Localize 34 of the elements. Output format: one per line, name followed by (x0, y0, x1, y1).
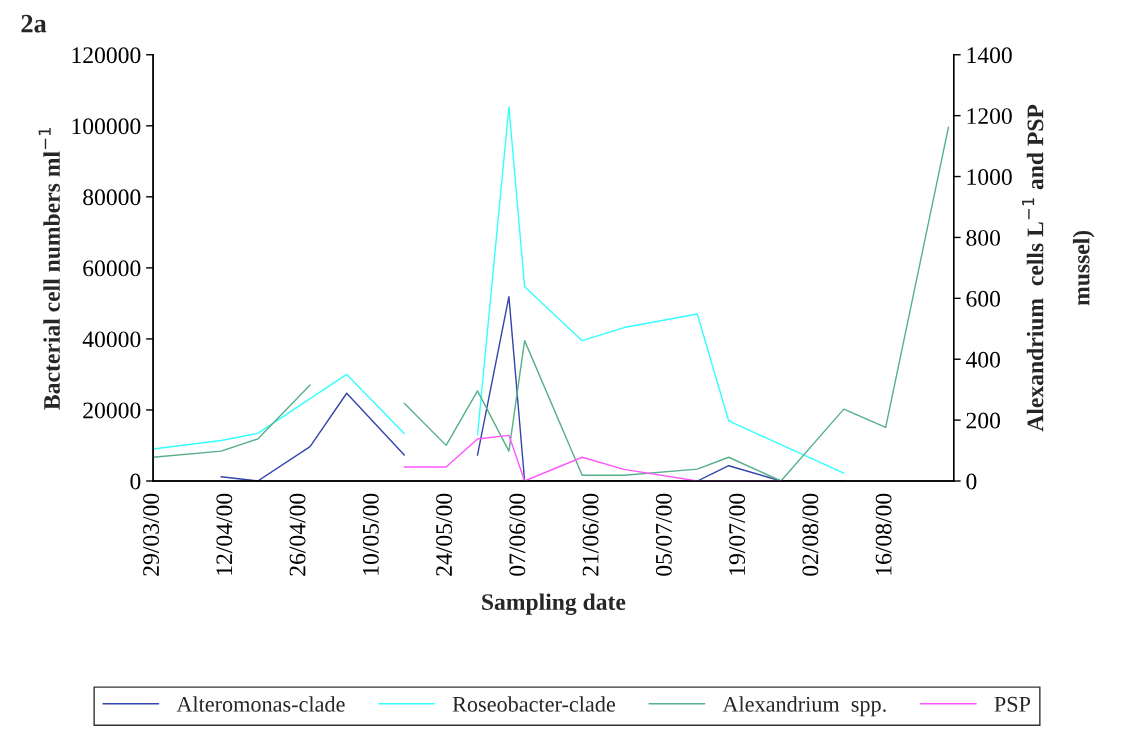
y2-tick-label: 1200 (967, 108, 1012, 125)
y-tick-label: 40000 (82, 331, 141, 348)
y-tick-label: 120000 (72, 47, 141, 64)
legend-label: Alteromonas-clade (176, 696, 345, 712)
x-tick-label: 19/07/00 (729, 493, 746, 575)
y2-tick-label: 200 (966, 412, 1001, 429)
y-tick-label: 100000 (72, 118, 141, 135)
y-tick-label: 60000 (83, 260, 141, 277)
x-tick-label: 29/03/00 (143, 493, 159, 576)
legend-label: Roseobacter-clade (452, 696, 615, 712)
legend-label: Alexandrium spp. (722, 696, 886, 717)
text: 2a (21, 14, 47, 33)
y-tick-label: 80000 (83, 189, 141, 206)
x-tick-label: 07/06/00 (509, 493, 526, 576)
x-tick-label: 21/06/00 (582, 493, 599, 576)
y2-tick-label: 1400 (967, 47, 1012, 64)
y2-tick-label: 1000 (967, 169, 1012, 185)
y2-tick-label: 800 (966, 229, 1001, 246)
x-tick-label: 10/05/00 (362, 493, 379, 575)
y2-tick-label: 400 (965, 351, 1001, 368)
x-tick-label: 05/07/00 (655, 493, 672, 576)
y-tick-label: 20000 (83, 402, 141, 419)
y-tick-label: 0 (130, 473, 141, 490)
y-axis-title: Bacterial cell numbers ml$^{−1}$ (38, 127, 60, 410)
x-tick-label: 16/08/00 (875, 493, 892, 575)
y2-tick-label: 0 (966, 473, 977, 490)
text: Alexandrium cells L$^{−1}$ and PSP mussel) (1022, 104, 1095, 432)
x-tick-label: 12/04/00 (216, 493, 233, 575)
x-tick-label: 26/04/00 (289, 493, 306, 576)
legend-label: PSP (994, 696, 1031, 712)
x-tick-label: 24/05/00 (436, 493, 453, 576)
y2-tick-label: 600 (966, 290, 1001, 307)
x-axis-title: Sampling date (482, 593, 626, 616)
x-tick-label: 02/08/00 (802, 493, 819, 576)
